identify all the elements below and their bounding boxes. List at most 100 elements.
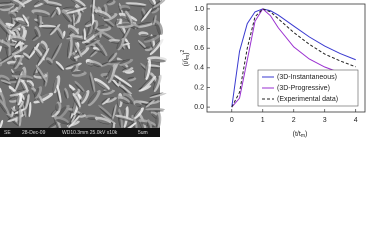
crystal-shadow [52,77,58,93]
sem-settings: WD10.3mm 25.0kV x10k [62,130,118,136]
crystal [23,52,31,59]
crystal-shadow [19,27,24,37]
crystal-shadow [62,12,71,23]
crystal-shadow [116,78,131,88]
crystal-shadow [149,58,166,63]
crystal-shadow [46,59,52,65]
crystal-shadow [117,117,133,122]
x-tick-label: 4 [354,117,358,124]
legend-label: (3D-Progressive) [277,85,330,92]
crystal [141,8,152,22]
crystal-shadow [0,101,8,115]
crystal-shadow [107,53,115,61]
crystal-shadow [108,60,125,64]
crystal-shadow [63,90,67,99]
chart: 0.00.20.40.60.81.00 1 2 3 4(t/tm)(i/im)2(3D-… [180,3,366,139]
x-tick-label: 3 [323,117,327,124]
crystal [19,100,24,109]
crystal-shadow [91,0,94,14]
x-label-sub: m [301,133,305,139]
crystal [0,58,3,67]
crystal-shadow [67,40,71,58]
crystal-shadow [32,69,37,77]
crystal-shadow [80,91,87,103]
crystal-shadow [56,119,68,125]
crystal-shadow [86,61,93,67]
crystal-shadow [125,122,134,129]
crystal-shadow [118,86,131,95]
crystal [91,13,95,25]
crystal-shadow [143,34,157,41]
crystal [22,14,29,25]
crystal [121,42,131,46]
crystal [0,119,4,131]
crystal [66,7,87,14]
sem-detector: SE [4,130,11,136]
crystal-shadow [27,104,30,117]
crystal-shadow [22,16,28,25]
crystal-shadow [0,54,13,63]
crystal-shadow [110,79,118,88]
crystal-shadow [50,9,55,17]
crystal [137,40,147,49]
legend-box [257,69,359,107]
crystal-shadow [87,91,98,105]
crystal [35,64,48,83]
crystal [14,56,23,70]
y-label-close: ) [183,52,190,54]
crystal [55,60,65,70]
y-tick-label: 1.0 [194,6,204,13]
crystal-shadow [90,15,93,25]
crystal-shadow [140,33,149,37]
crystal-shadow [95,81,109,91]
crystal-shadow [149,40,161,54]
crystal-shadow [11,45,19,49]
crystal-shadow [127,76,135,80]
crystal-shadow [72,95,79,108]
crystal [74,80,85,92]
crystal-shadow [119,98,129,104]
crystal [71,114,76,123]
crystal-shadow [11,37,25,43]
crystal-shadow [17,20,28,26]
crystal [90,71,96,93]
crystal-shadow [27,81,33,88]
y-tick-label: 0.4 [194,65,204,72]
crystal-shadow [39,0,47,5]
crystal-shadow [9,13,16,19]
crystal [34,26,41,37]
crystal [26,79,35,87]
crystal-shadow [75,83,84,93]
crystal-shadow [149,92,164,97]
crystal-shadow [71,65,76,72]
crystal-shadow [144,100,153,107]
x-label-text: (t/t [293,131,301,138]
crystal-shadow [72,37,86,42]
crystal [50,24,61,36]
crystal-shadow [56,106,67,118]
x-tick-label: 1 [261,117,265,124]
crystal-shadow [111,106,115,119]
crystal [117,83,133,95]
crystal [147,119,153,130]
crystal [0,79,11,85]
crystal [136,22,155,28]
crystal-shadow [9,6,16,11]
crystal-shadow [46,3,61,7]
crystal [52,42,63,61]
crystal-shadow [152,76,159,91]
crystal-shadow [74,14,79,24]
crystal [9,89,30,97]
crystal-shadow [103,19,114,28]
crystal-shadow [13,41,19,48]
crystal [92,0,96,15]
sem-date: 28-Dec-09 [22,130,46,136]
crystal-shadow [140,9,150,21]
crystal [29,42,40,59]
x-axis-label: (t/tm) [293,131,308,139]
crystal-shadow [0,1,12,5]
crystal [22,104,27,118]
crystal-shadow [53,117,60,131]
crystal [140,75,157,92]
crystal-shadow [0,42,9,49]
